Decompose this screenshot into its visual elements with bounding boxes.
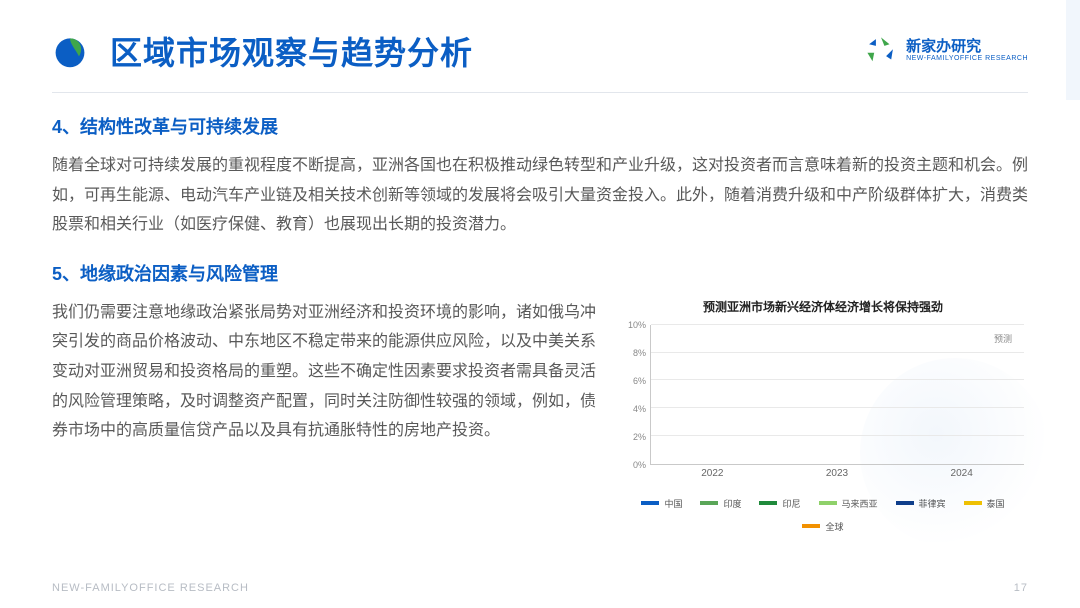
legend-label: 中国 (664, 497, 682, 510)
footer: NEW-FAMILYOFFICE RESEARCH 17 (52, 582, 1028, 594)
chart-forecast-badge: 预测 (990, 331, 1016, 346)
chart-bar-groups (651, 325, 1024, 464)
brand-name-en: NEW-FAMILYOFFICE RESEARCH (906, 55, 1028, 62)
chart-plot-area: 预测 (650, 325, 1024, 465)
brand: 新家办研究 NEW-FAMILYOFFICE RESEARCH (864, 34, 1028, 68)
chart-gridline (651, 379, 1024, 380)
chart-ytick-label: 0% (633, 460, 646, 470)
chart-gridline (651, 407, 1024, 408)
legend-item: 中国 (641, 497, 682, 510)
section4-heading: 4、结构性改革与可持续发展 (52, 113, 1028, 139)
section4-body: 随着全球对可持续发展的重视程度不断提高，亚洲各国也在积极推动绿色转型和产业升级，… (52, 151, 1028, 240)
chart-ytick-label: 4% (633, 404, 646, 414)
leaf-icon (52, 33, 88, 69)
page-title: 区域市场观察与趋势分析 (110, 28, 473, 74)
legend-swatch (700, 501, 718, 505)
chart-ytick-label: 2% (633, 432, 646, 442)
brand-text: 新家办研究 NEW-FAMILYOFFICE RESEARCH (906, 39, 1028, 62)
chart-gridline (651, 435, 1024, 436)
section5-heading: 5、地缘政治因素与风险管理 (52, 260, 1028, 286)
corner-tr (1066, 0, 1080, 100)
bar-chart: 预测 0% 2% 4% 6% 8% 10% 2022 2023 2024 (618, 321, 1028, 491)
legend-label: 印尼 (782, 497, 800, 510)
section5-body: 我们仍需要注意地缘政治紧张局势对亚洲经济和投资环境的影响，诸如俄乌冲突引发的商品… (52, 298, 596, 446)
chart-ytick-label: 8% (633, 348, 646, 358)
chart-gridline (651, 352, 1024, 353)
legend-swatch (819, 501, 837, 505)
legend-swatch (802, 524, 820, 528)
legend-swatch (641, 501, 659, 505)
chart-title: 预测亚洲市场新兴经济体经济增长将保持强劲 (618, 298, 1028, 315)
chart-ytick-label: 10% (628, 320, 646, 330)
chart-ytick-label: 6% (633, 376, 646, 386)
legend-swatch (759, 501, 777, 505)
footer-left: NEW-FAMILYOFFICE RESEARCH (52, 582, 249, 594)
brand-name-cn: 新家办研究 (906, 39, 1028, 55)
legend-item: 全球 (802, 520, 843, 533)
chart-xtick-label: 2023 (826, 468, 848, 479)
header: 区域市场观察与趋势分析 新家办研究 NEW-FAMILYOFFICE RESEA… (52, 28, 1028, 74)
chart-xtick-label: 2022 (701, 468, 723, 479)
title-wrap: 区域市场观察与趋势分析 (52, 28, 473, 74)
legend-label: 印度 (723, 497, 741, 510)
legend-label: 全球 (825, 520, 843, 533)
page-number: 17 (1014, 582, 1028, 594)
slide: 区域市场观察与趋势分析 新家办研究 NEW-FAMILYOFFICE RESEA… (0, 0, 1080, 608)
chart-gridline (651, 324, 1024, 325)
chart-xtick-label: 2024 (951, 468, 973, 479)
legend-item: 马来西亚 (819, 497, 878, 510)
legend-item: 印度 (700, 497, 741, 510)
brand-logo-icon (864, 34, 898, 68)
header-divider (52, 92, 1028, 93)
legend-item: 印尼 (759, 497, 800, 510)
